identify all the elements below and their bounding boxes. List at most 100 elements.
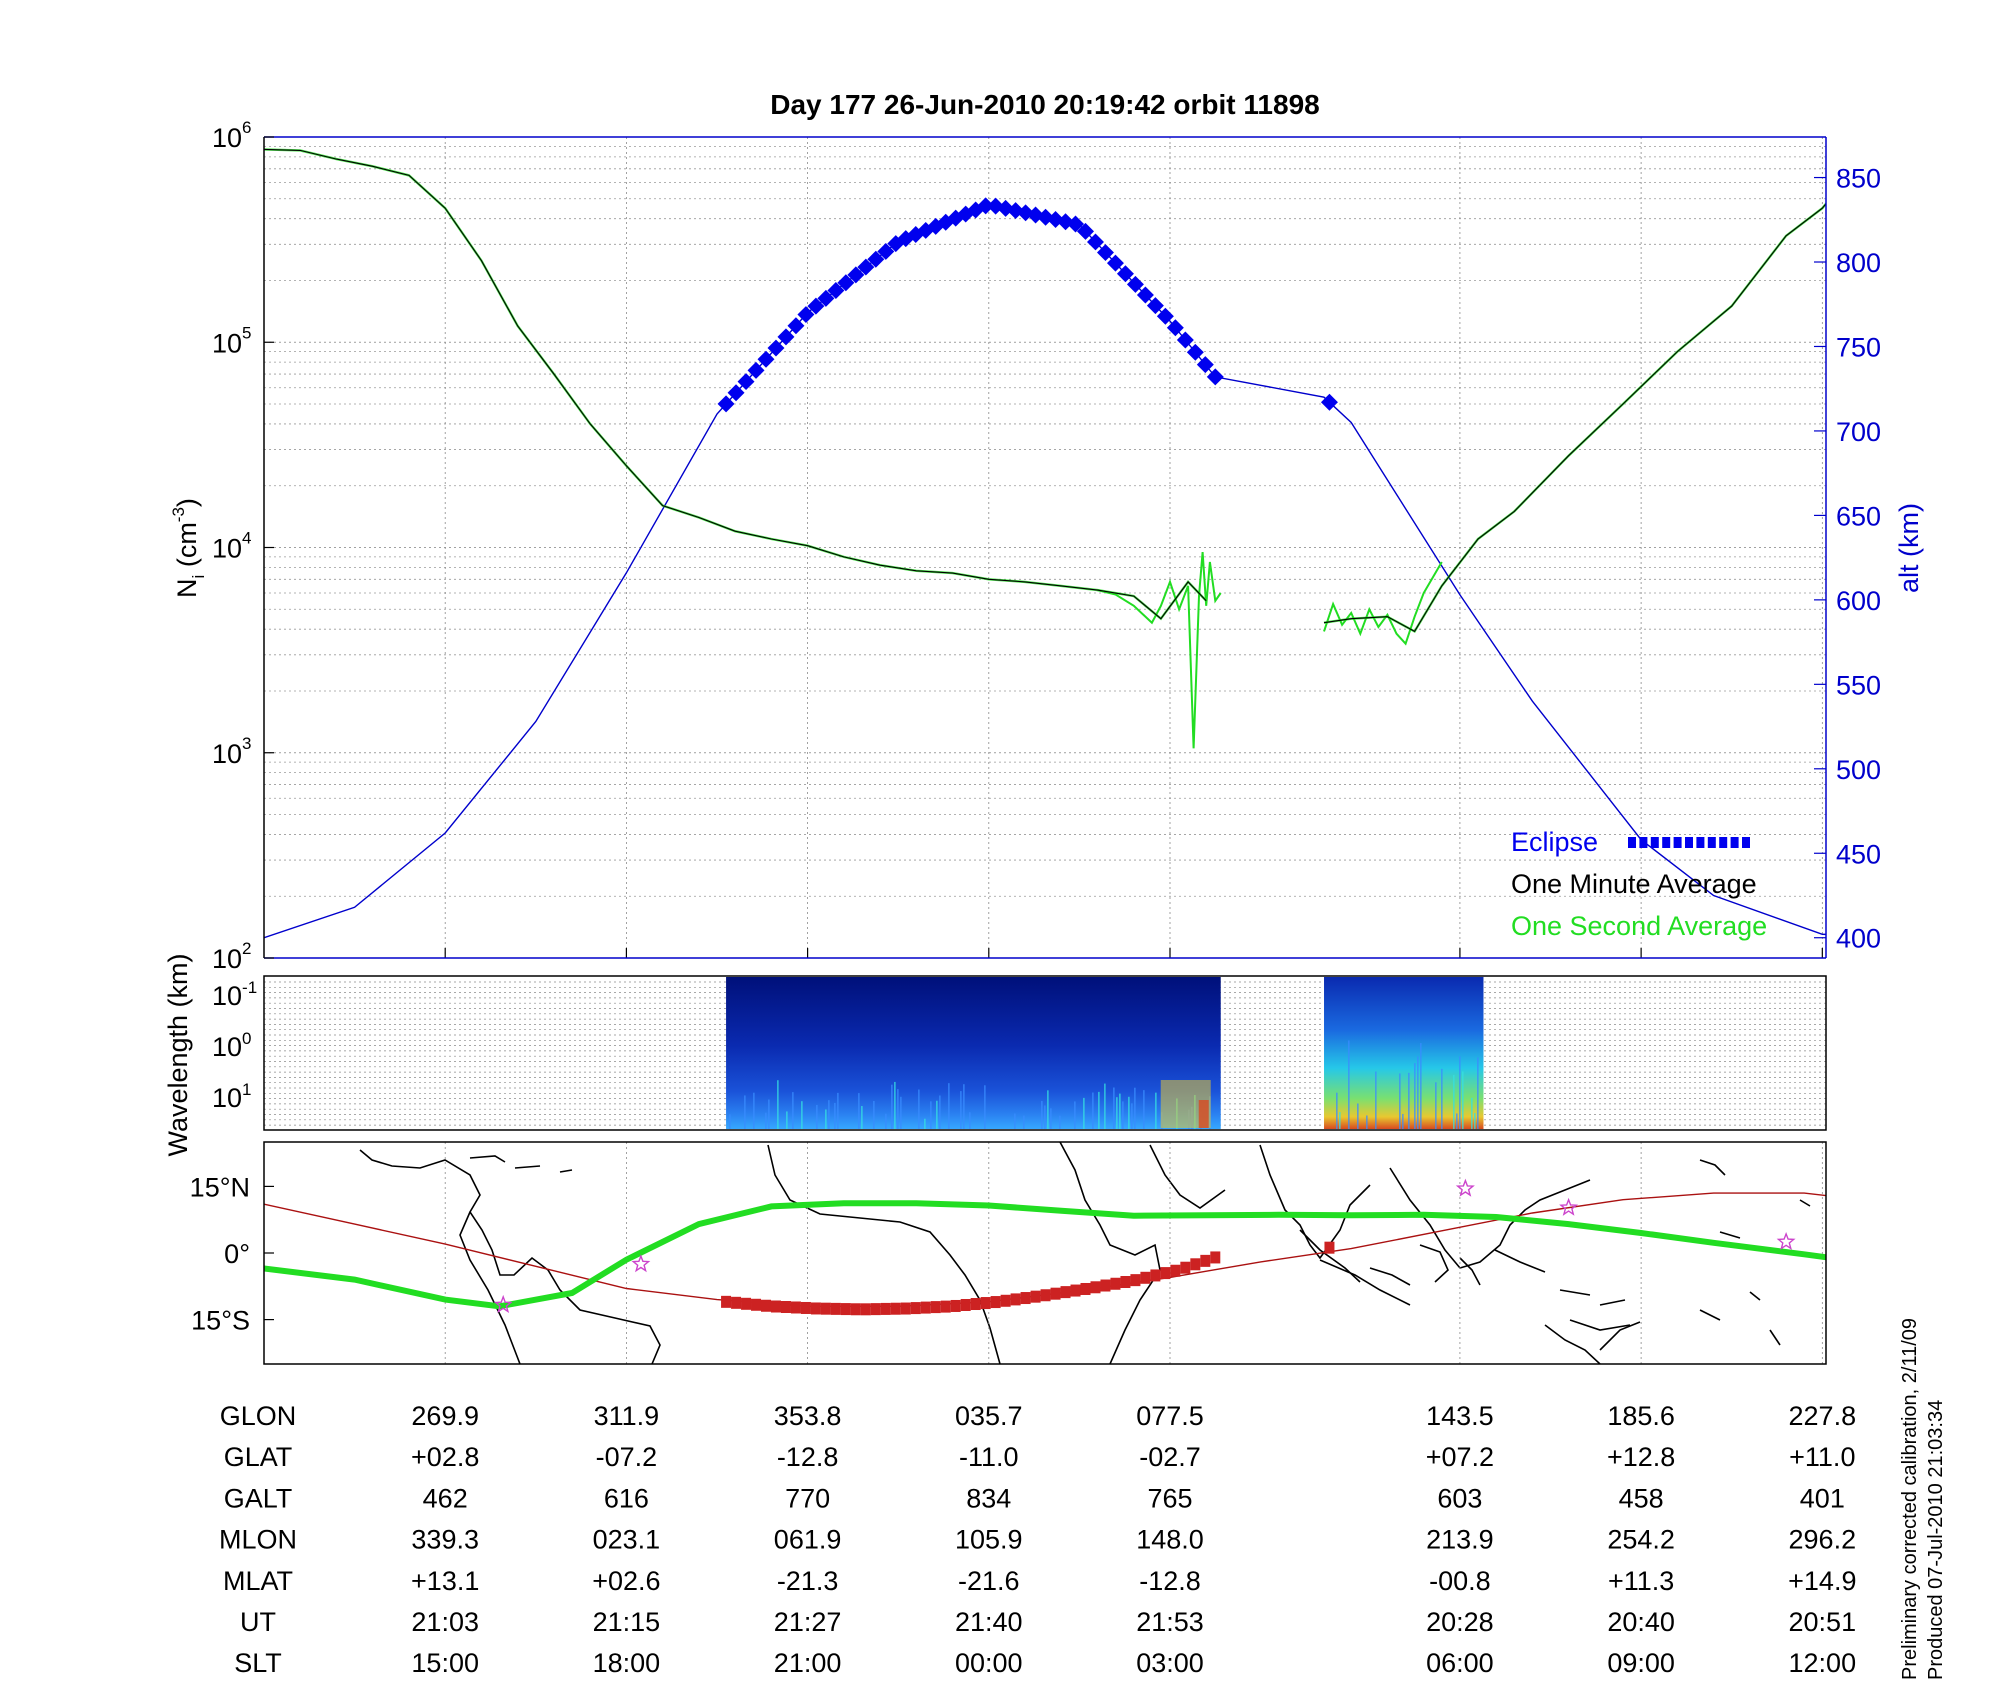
spectrogram-streak <box>1050 1108 1052 1129</box>
world-map-coastlines <box>359 1142 1811 1364</box>
spectrogram-streak <box>828 1100 830 1129</box>
legend-eclipse-marker <box>1639 837 1648 848</box>
spectrogram-streak <box>1339 1112 1341 1129</box>
map-tick-label: 0° <box>224 1239 250 1269</box>
spectrogram-streak <box>924 1118 926 1129</box>
star-markers <box>493 1178 1796 1314</box>
spectrogram-y-tick-labels: 10-1 100 101 <box>212 978 257 1113</box>
spectrogram-streak <box>1336 1092 1338 1129</box>
table-cell: 105.9 <box>955 1525 1023 1555</box>
spectrogram-grid <box>264 981 1826 1126</box>
eclipse-track-marker <box>860 1303 871 1316</box>
density-vertical-grid <box>444 137 1823 958</box>
table-cell: 185.6 <box>1607 1401 1675 1431</box>
spectrogram-streak <box>777 1080 779 1129</box>
spectrogram-streak <box>1459 1056 1461 1129</box>
eclipse-marker <box>797 306 815 324</box>
spectrogram-data <box>726 977 1484 1129</box>
spectrogram-streak <box>1047 1090 1049 1129</box>
table-cell: 401 <box>1800 1483 1845 1513</box>
spectrogram-streak <box>1119 1093 1121 1129</box>
spectrogram-streak <box>753 1092 755 1129</box>
eclipse-track-marker <box>990 1296 1001 1309</box>
spectrogram-tick-label: 100 <box>212 1029 252 1062</box>
eclipse-track-marker <box>940 1300 951 1313</box>
spectrogram-streak <box>792 1092 794 1129</box>
eclipse-track-marker <box>950 1299 961 1312</box>
legend-label-one-second: One Second Average <box>1511 911 1767 941</box>
table-cell: 077.5 <box>1136 1401 1204 1431</box>
altitude-tick-label: 700 <box>1836 417 1881 447</box>
spectrogram-streak <box>744 1095 746 1129</box>
spectrogram-streak <box>834 1102 836 1129</box>
spectrogram-streak <box>1131 1103 1133 1129</box>
legend-label-one-minute: One Minute Average <box>1511 869 1757 899</box>
australia-coast <box>1544 1309 1781 1364</box>
spectrogram-streak <box>729 1114 731 1129</box>
spectrogram-streak <box>1122 1101 1124 1129</box>
eclipse-marker <box>847 266 865 284</box>
spectrogram-streak <box>1023 1115 1025 1129</box>
eclipse-track-marker <box>1140 1271 1151 1284</box>
table-cell: 12:00 <box>1789 1648 1857 1678</box>
eclipse-marker <box>817 289 835 307</box>
spectrogram-streak <box>1417 1056 1419 1129</box>
eclipse-track-marker <box>1150 1269 1161 1282</box>
spectrogram-streak <box>786 1111 788 1129</box>
table-row-label: UT <box>240 1607 276 1637</box>
eclipse-marker <box>857 258 875 276</box>
table-cell: 213.9 <box>1426 1525 1494 1555</box>
legend-eclipse-marker <box>1730 837 1739 848</box>
table-cell: 061.9 <box>774 1525 842 1555</box>
eclipse-marker <box>737 373 755 391</box>
legend-eclipse-swatch <box>1628 837 1750 848</box>
map-tick-label: 15°S <box>191 1306 250 1336</box>
one-minute-average-lines <box>264 148 1826 633</box>
eclipse-marker <box>827 282 845 300</box>
spectrogram-streak <box>1462 1071 1464 1129</box>
eclipse-track-marker <box>840 1303 851 1316</box>
table-cell: 035.7 <box>955 1401 1023 1431</box>
spectrogram-streak <box>861 1106 863 1129</box>
map-latitude-tick-labels: 15°N 0° 15°S <box>190 1172 274 1336</box>
density-tick-label: 104 <box>212 529 252 564</box>
eclipse-track-marker <box>1100 1279 1111 1292</box>
density-tick-label: 105 <box>212 323 252 358</box>
pacific-islands <box>1699 1159 1811 1301</box>
eclipse-track-marker <box>1030 1290 1041 1303</box>
spectrogram-streak <box>936 1100 938 1129</box>
eclipse-track-marker <box>760 1299 771 1312</box>
eclipse-marker <box>877 242 895 260</box>
spectrogram-frame <box>263 975 1827 1131</box>
spectrogram-streak <box>1435 1082 1437 1129</box>
southeast-asia-coast <box>1319 1167 1591 1306</box>
table-cell: 15:00 <box>411 1648 479 1678</box>
spectrogram-streak <box>1414 1063 1416 1129</box>
density-grid <box>264 136 1826 959</box>
table-cell: 616 <box>604 1483 649 1513</box>
spectrogram-streak <box>1155 1092 1157 1129</box>
table-cell: +11.0 <box>1789 1442 1855 1472</box>
star-marker <box>631 1254 651 1273</box>
eclipse-marker <box>727 384 745 402</box>
spectrogram-streak <box>885 1113 887 1129</box>
map-plot-area <box>264 1142 1826 1364</box>
spectrogram-streak <box>1044 1105 1046 1129</box>
spectrogram-streak <box>1408 1072 1410 1129</box>
altitude-y-axis-label: alt (km) <box>1894 503 1924 593</box>
table-cell: 834 <box>966 1483 1011 1513</box>
table-cell: 462 <box>423 1483 468 1513</box>
eclipse-track-marker <box>790 1301 801 1314</box>
spectrogram-streak <box>1113 1087 1115 1129</box>
legend-eclipse-marker <box>1742 837 1750 848</box>
eclipse-track-marker <box>830 1302 841 1315</box>
spectrogram-streak <box>1441 1068 1443 1129</box>
spectrogram-streak <box>918 1089 920 1129</box>
spectrogram-streak <box>1357 1103 1359 1129</box>
spectrogram-streak <box>1074 1101 1076 1129</box>
spectrogram-streak <box>1420 1043 1422 1129</box>
table-cell: 227.8 <box>1789 1401 1857 1431</box>
table-cell: +02.8 <box>411 1442 479 1472</box>
table-cell: 765 <box>1147 1483 1192 1513</box>
